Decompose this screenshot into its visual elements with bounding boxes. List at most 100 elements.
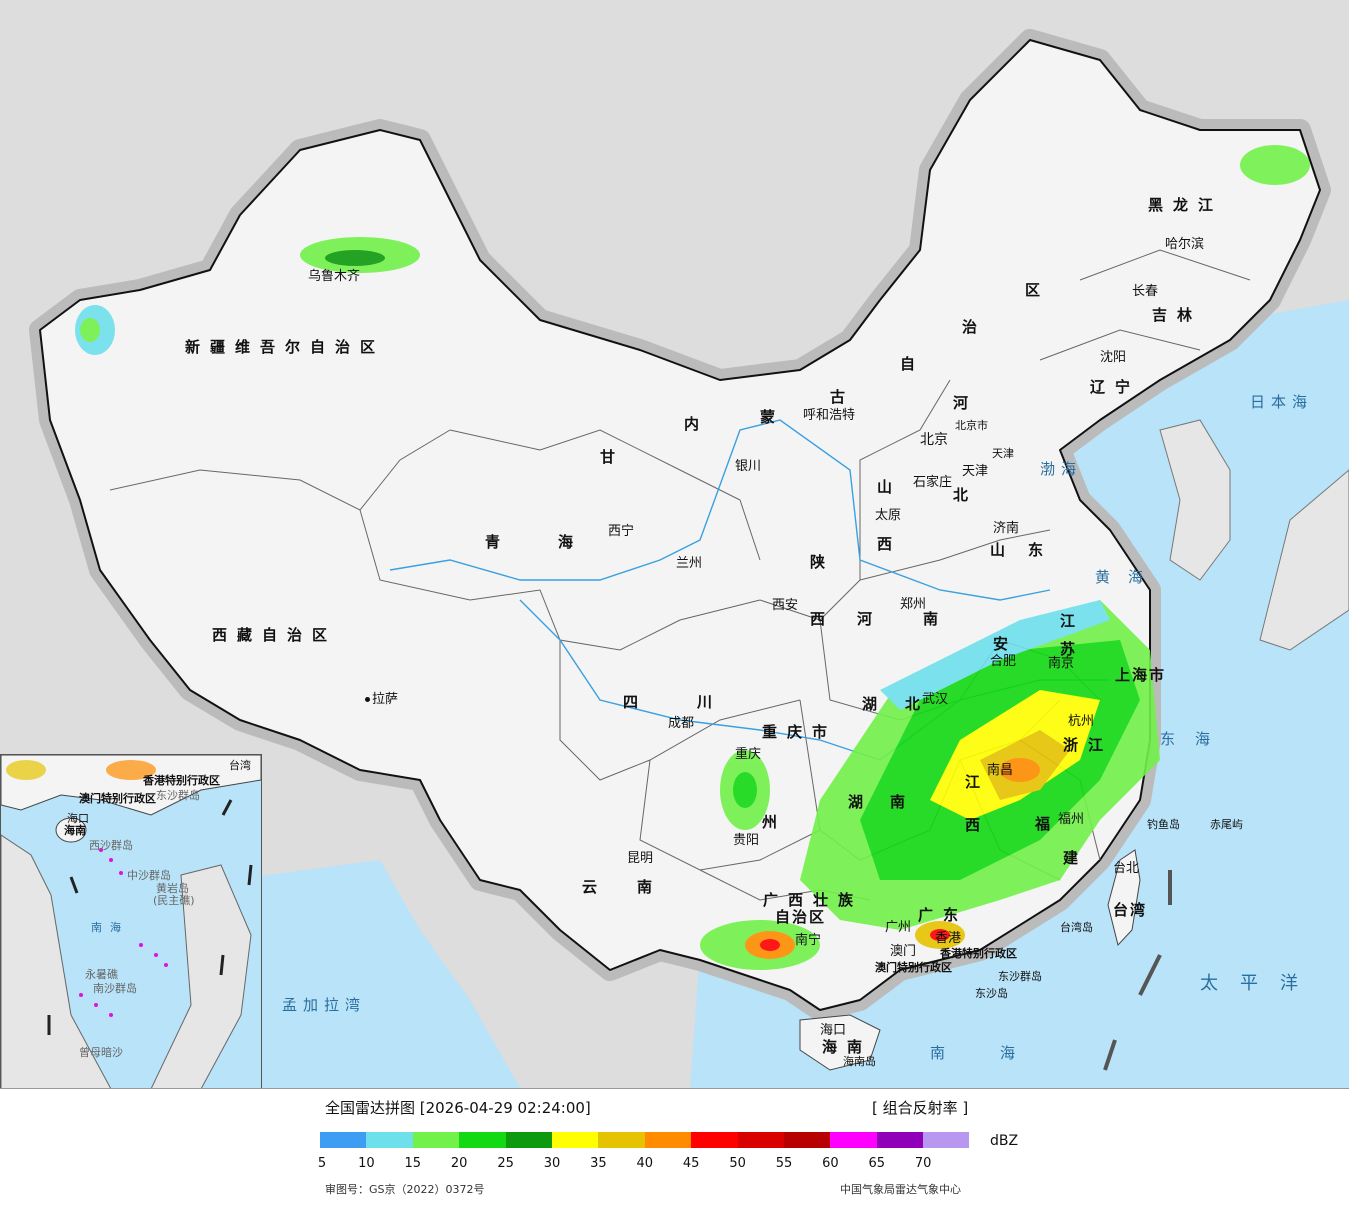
region-jiangxi-a: 江 [965, 773, 991, 791]
sea-donghai: 东海 [1160, 730, 1231, 748]
color-swatch [783, 1132, 831, 1148]
color-swatch [366, 1132, 413, 1148]
city-dongsha: 东沙群岛 [998, 970, 1042, 983]
city-hohhot: 呼和浩特 [803, 408, 856, 423]
radar-map[interactable]: 新疆维吾尔自治区 西藏自治区 青 海 甘 内 蒙 古 自 治 区 黑龙江 吉林 … [0, 0, 1349, 1089]
bay-of-bengal [230, 860, 520, 1088]
region-sichuan-b: 川 [697, 693, 723, 711]
color-swatch [691, 1132, 738, 1148]
city-chengdu: 成都 [668, 716, 695, 731]
region-taiwan: 台湾 [1113, 901, 1148, 919]
region-qinghai-b: 海 [558, 533, 584, 551]
city-nanjing: 南京 [1048, 656, 1075, 671]
region-guangdong: 广东 [918, 906, 969, 924]
legend-title: 全国雷达拼图 [2026-04-29 02:24:00] [325, 1099, 591, 1117]
region-shanxi-b: 西 [877, 535, 903, 553]
city-haikou: 海口 [820, 1023, 847, 1038]
inset-yongshu: 永暑礁 [85, 968, 118, 981]
city-chongqing: 重庆 [735, 747, 762, 762]
region-neimenggu-1: 内 [684, 415, 710, 433]
region-heilongjiang: 黑龙江 [1148, 196, 1224, 214]
inset-hainan: 海南 [64, 824, 86, 837]
region-fujian-b: 建 [1063, 849, 1089, 867]
region-beijing: 北京市 [955, 419, 988, 432]
city-lhasa-label: 拉萨 [372, 692, 399, 707]
city-xian: 西安 [772, 598, 799, 613]
region-hebei-b: 北 [953, 486, 979, 504]
region-neimenggu-4: 自 [900, 355, 926, 373]
scale-tick-label: 5 [317, 1156, 327, 1171]
scale-tick-label: 15 [404, 1156, 422, 1171]
region-shaanxi-b: 西 [810, 610, 836, 628]
region-guangxi-a: 广西壮族 [763, 891, 864, 909]
region-yunnan-a: 云 [582, 878, 608, 896]
inset-dongsha: 东沙群岛 [156, 789, 200, 802]
city-changchun: 长春 [1132, 284, 1159, 299]
maritime-boundary-dashes [1103, 870, 1172, 1071]
data-source: 中国气象局雷达气象中心 [840, 1183, 961, 1196]
city-jinan: 济南 [993, 521, 1020, 536]
region-guizhou: 州 [762, 813, 788, 831]
city-haerbin: 哈尔滨 [1165, 237, 1205, 252]
region-shanghai: 上海市 [1115, 666, 1167, 684]
inset-zengmu: 曾母暗沙 [79, 1046, 123, 1059]
scale-tick-label: 35 [590, 1156, 607, 1171]
city-taibei: 台北 [1113, 861, 1140, 876]
legend-product: [ 组合反射率 ] [872, 1099, 969, 1117]
color-swatch [459, 1132, 506, 1148]
city-guangzhou: 广州 [885, 920, 912, 935]
inset-nanhai: 南海 [91, 921, 129, 934]
sea-nanhai: 南海 [930, 1044, 1071, 1062]
city-zhengzhou: 郑州 [900, 597, 927, 612]
region-jiangsu-a: 江 [1060, 612, 1086, 630]
approval-number: 审图号：GS京（2022）0372号 [325, 1183, 485, 1196]
region-hunan-a: 湖 [848, 793, 874, 811]
sea-bohai: 渤海 [1040, 460, 1083, 478]
city-shijiazhuang: 石家庄 [913, 475, 953, 490]
inset-xisha: 西沙群岛 [89, 839, 133, 852]
sea-riben: 日本海 [1250, 393, 1314, 411]
sea-taipingyang: 太平洋 [1200, 973, 1320, 994]
city-wuhan: 武汉 [922, 692, 949, 707]
region-sichuan-a: 四 [623, 693, 649, 711]
color-swatch [876, 1132, 924, 1148]
region-zhejiang: 浙江 [1063, 736, 1114, 754]
city-tianjin: 天津 [962, 464, 989, 479]
region-jiangsu-b: 苏 [1060, 640, 1086, 658]
scale-tick-label: 50 [729, 1156, 746, 1171]
city-dot [365, 697, 370, 702]
color-swatch [412, 1132, 460, 1148]
inset-huangyan: 黄岩岛 [156, 882, 189, 895]
region-jiangxi-b: 西 [965, 816, 991, 834]
inset-aomen: 澳门特别行政区 [79, 792, 156, 805]
region-neimenggu-5: 治 [962, 318, 988, 336]
legend-panel: 全国雷达拼图 [2026-04-29 02:24:00] [ 组合反射率 ] d… [0, 1089, 1349, 1208]
region-shanxi-a: 山 [877, 478, 903, 496]
sea-mengjiala: 孟加拉湾 [282, 996, 367, 1014]
korea-peninsula [1159, 419, 1231, 581]
city-diaoyu: 钓鱼岛 [1147, 818, 1180, 831]
city-nanning: 南宁 [795, 933, 822, 948]
taiwan-island [1107, 849, 1141, 947]
city-fuzhou: 福州 [1058, 812, 1085, 827]
color-swatch [505, 1132, 552, 1148]
south-china-sea-inset[interactable]: 南海 海南 海口 西沙群岛 中沙群岛 黄岩岛 (民主礁) 永暑礁 南沙群岛 曾母… [0, 754, 262, 1088]
region-macau: 澳门特别行政区 [875, 961, 952, 974]
region-shandong-b: 东 [1028, 541, 1054, 559]
color-swatch [737, 1132, 784, 1148]
region-liaoning: 辽宁 [1090, 378, 1141, 396]
inset-taiwan: 台湾 [229, 759, 251, 772]
region-jilin: 吉林 [1152, 306, 1203, 324]
region-henan-b: 南 [923, 610, 949, 628]
hainan-island [799, 1014, 881, 1071]
inset-minzhu: (民主礁) [153, 894, 195, 907]
city-yinchuan: 银川 [735, 459, 762, 474]
region-hainan: 海南 [822, 1038, 873, 1056]
city-chiwei: 赤尾屿 [1210, 818, 1243, 831]
region-anhui: 安 [993, 635, 1019, 653]
region-shaanxi-a: 陕 [810, 553, 836, 571]
city-urumqi: 乌鲁木齐 [308, 269, 361, 284]
scale-tick-label: 55 [775, 1156, 793, 1171]
region-hongkong: 香港特别行政区 [940, 947, 1017, 960]
region-xinjiang: 新疆维吾尔自治区 [185, 338, 386, 356]
